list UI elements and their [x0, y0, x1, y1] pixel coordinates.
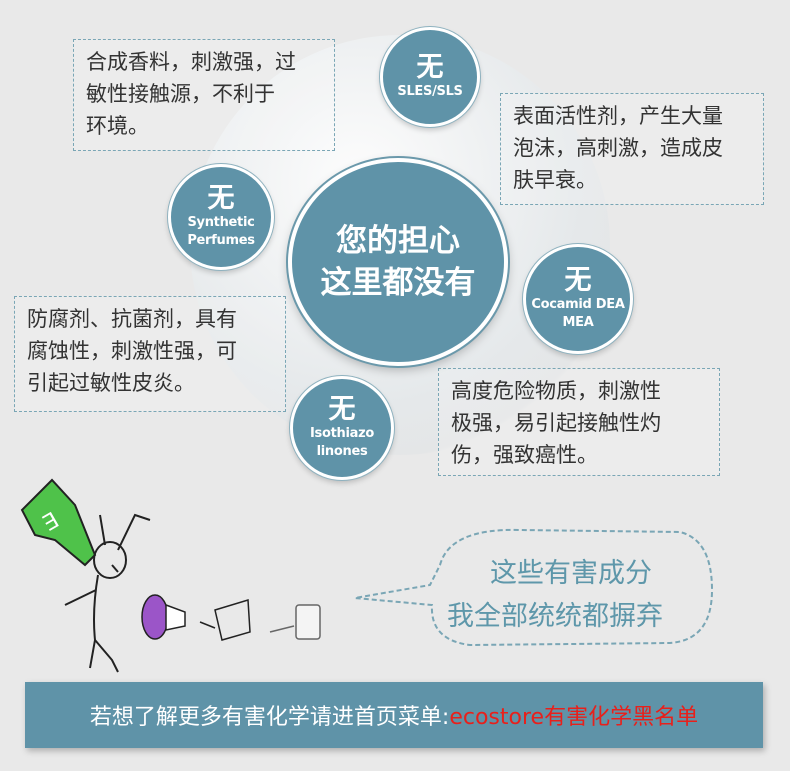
- badge-free-label: 无: [207, 183, 235, 214]
- cup-icon: [199, 599, 251, 641]
- box-icon: [269, 604, 321, 640]
- badge-ingredient-name-line1: Isothiazo: [309, 426, 374, 441]
- badge-isothiazolinones: 无 Isothiazo linones: [290, 376, 394, 480]
- footer-banner[interactable]: 若想了解更多有害化学请进首页菜单: ecostore有害化学黑名单: [25, 682, 763, 748]
- badge-cocamid: 无 Cocamid DEA MEA: [523, 244, 633, 354]
- badge-free-label: 无: [416, 52, 444, 83]
- note-sles: 表面活性剂，产生大量 泡沫，高刺激，造成皮 肤早衰。: [500, 93, 764, 205]
- footer-text: 若想了解更多有害化学请进首页菜单:: [89, 705, 450, 730]
- badge-free-label: 无: [328, 394, 356, 425]
- badge-ingredient-name-line2: Perfumes: [187, 233, 255, 248]
- note-preservative: 防腐剂、抗菌剂，具有 腐蚀性，刺激性强，可 引起过敏性皮炎。: [14, 296, 286, 412]
- speech-line2: 我全部统统都摒弃: [447, 601, 663, 632]
- note-synthetic-perfumes: 合成香料，刺激强，过 敏性接触源，不利于 环境。: [73, 39, 335, 151]
- badge-ingredient-name-line1: Cocamid DEA: [531, 297, 625, 312]
- note-cocamid: 高度危险物质，刺激性 极强，易引起接触性灼 伤，强致癌性。: [438, 368, 720, 476]
- badge-ingredient-name-line2: linones: [316, 444, 368, 459]
- green-cape-icon: [20, 478, 97, 567]
- speech-bubble: [354, 528, 714, 647]
- center-circle: 您的担心 这里都没有: [288, 158, 508, 366]
- badge-free-label: 无: [564, 265, 592, 296]
- center-title-line1: 您的担心: [336, 223, 460, 259]
- badge-ingredient-name-line1: Synthetic: [187, 215, 255, 230]
- badge-ingredient-name-line2: MEA: [562, 315, 594, 330]
- footer-link-blacklist[interactable]: ecostore有害化学黑名单: [449, 705, 699, 730]
- running-figure-icon: [64, 513, 151, 673]
- center-title-line2: 这里都没有: [320, 265, 476, 301]
- badge-sles: 无 SLES/SLS: [380, 27, 480, 127]
- badge-synthetic-perfumes: 无 Synthetic Perfumes: [168, 164, 274, 270]
- sketch-illustration: ∃ 这些有害成分 我全部统统都摒弃: [20, 478, 714, 673]
- speech-line1: 这些有害成分: [490, 558, 652, 589]
- purple-bottle-icon: [141, 594, 186, 640]
- badge-ingredient-name: SLES/SLS: [397, 84, 463, 99]
